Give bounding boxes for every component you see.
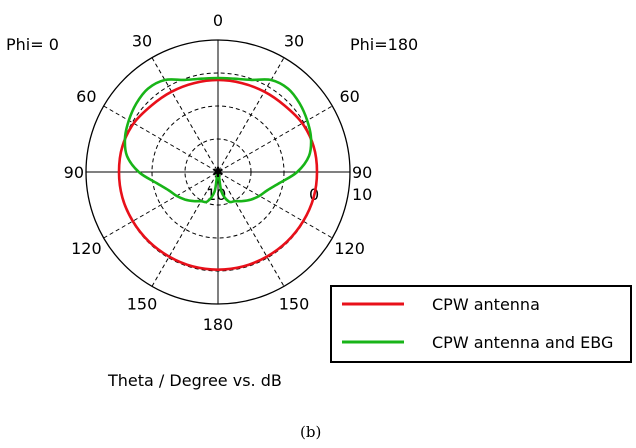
figure-caption: (b) [300, 423, 321, 441]
angle-tick-6: 180 [203, 315, 234, 334]
x-axis-label: Theta / Degree vs. dB [107, 371, 282, 390]
grid-spoke-60 [103, 105, 333, 239]
legend: CPW antenna CPW antenna and EBG [330, 285, 632, 363]
grid-spoke-30 [151, 57, 285, 287]
series-line-1 [123, 76, 313, 204]
angle-tick-2: 60 [339, 87, 359, 106]
series-line-0 [117, 78, 319, 271]
legend-label-ebg: CPW antenna and EBG [432, 333, 613, 352]
legend-label-cpw: CPW antenna [432, 295, 540, 314]
radial-tick-outer: 10 [352, 185, 372, 204]
phi-left-label: Phi= 0 [6, 35, 59, 54]
series-group: ✱ [117, 76, 319, 271]
legend-box [330, 285, 632, 363]
angle-tick-1: 30 [284, 31, 304, 50]
grid-spoke-120 [103, 105, 333, 239]
angle-tick-4: 120 [334, 239, 365, 258]
angle-tick-5: 150 [279, 295, 310, 314]
grid-spoke-150 [151, 57, 285, 287]
polar-grid [85, 39, 351, 305]
angle-tick-labels: 0 30 60 90 120 150 180 150 120 90 60 30 [64, 11, 373, 334]
angle-tick-0: 0 [213, 11, 223, 30]
angle-tick-7: 150 [127, 295, 158, 314]
angle-tick-3: 90 [352, 163, 372, 182]
angle-tick-11: 30 [132, 31, 152, 50]
angle-tick-10: 60 [76, 87, 96, 106]
center-marker: ✱ [212, 165, 224, 181]
phi-right-label: Phi=180 [350, 35, 418, 54]
angle-tick-9: 90 [64, 163, 84, 182]
angle-tick-8: 120 [71, 239, 102, 258]
